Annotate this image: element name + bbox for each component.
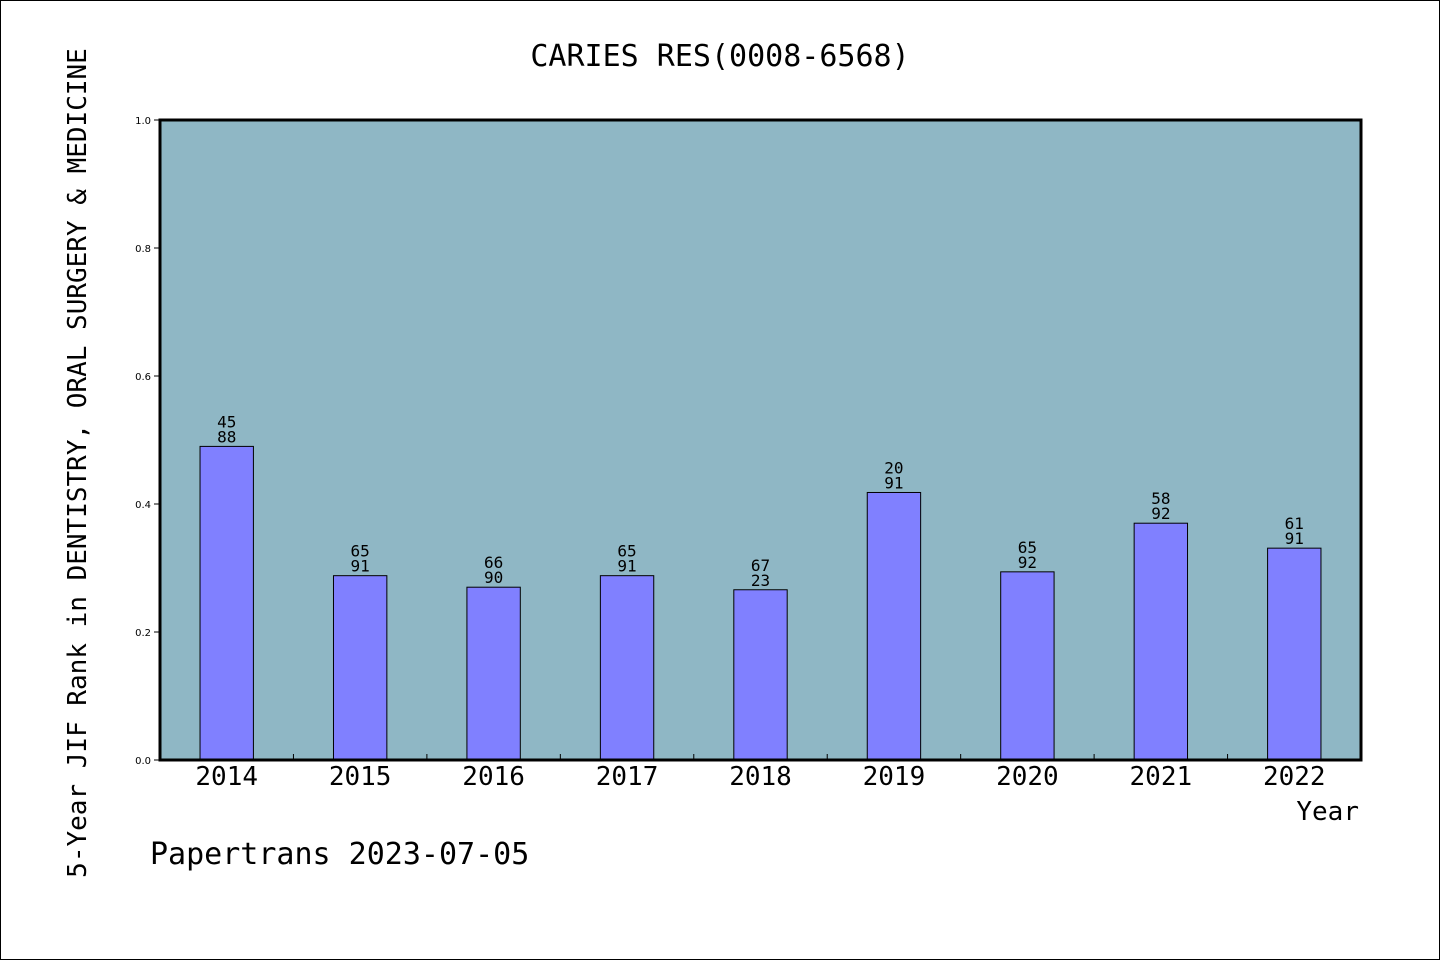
y-tick-label-0.4: 0.4 [135,500,151,511]
bar-label-2014-1: 45 [217,412,236,431]
bar-label-2016-1: 66 [484,553,503,572]
bar-label-2020-2: 92 [1018,553,1037,572]
x-tick-label-2018: 2018 [729,762,792,792]
bar-2020 [1000,571,1055,761]
x-axis-label: Year [1296,797,1359,827]
bar-label-2017-2: 91 [617,557,636,576]
x-tick-label-2020: 2020 [996,762,1059,792]
y-tick-label-0.8: 0.8 [135,244,151,255]
bar-label-2022-1: 61 [1285,514,1304,533]
bar-label-2018-2: 23 [751,571,770,590]
bar-2022 [1267,547,1322,761]
x-tick-label-2014: 2014 [195,762,258,792]
bar-label-2016-2: 90 [484,568,503,587]
x-tick-label-2016: 2016 [462,762,525,792]
bar-label-2021-2: 92 [1151,504,1170,523]
bar-label-2017-1: 65 [617,542,636,561]
bar-2018 [733,589,788,761]
y-tick-label-1.0: 1.0 [135,116,151,127]
chart-title: CARIES RES(0008-6568) [530,39,909,74]
y-tick-label-0.6: 0.6 [135,372,151,383]
x-tick-label-2022: 2022 [1263,762,1326,792]
plot-border [158,118,1363,762]
y-tick-label-0.2: 0.2 [135,628,151,639]
source-stamp: Papertrans 2023-07-05 [150,837,529,872]
x-tick-label-2017: 2017 [596,762,659,792]
x-tick-label-2015: 2015 [329,762,392,792]
bar-label-2019-1: 20 [884,458,903,477]
bar-2016 [466,586,521,761]
bar-label-2022-2: 91 [1285,529,1304,548]
bar-label-2014-2: 88 [217,427,236,446]
y-axis: 0.0 0.2 0.4 0.6 0.8 1.0 [135,116,160,767]
bars-layer [199,445,1322,761]
x-tick-label-2021: 2021 [1130,762,1193,792]
bar-label-2021-1: 58 [1151,489,1170,508]
bar-2014 [199,445,254,761]
bar-label-2018-1: 67 [751,556,770,575]
y-tick-label-0.0: 0.0 [135,756,151,767]
bar-2017 [599,575,655,761]
bar-label-2015-1: 65 [351,542,370,561]
bar-label-2019-2: 91 [884,473,903,492]
bar-2021 [1133,522,1189,761]
y-axis-label: 5-Year JIF Rank in DENTISTRY, ORAL SURGE… [63,48,93,878]
bar-label-2020-1: 65 [1018,538,1037,557]
bar-label-2015-2: 91 [351,557,370,576]
bar-2015 [332,575,388,761]
bar-2019 [866,491,922,761]
x-tick-label-2019: 2019 [863,762,926,792]
x-axis: 2014 2015 2016 2017 2018 2019 2020 2021 2022 [195,754,1326,792]
